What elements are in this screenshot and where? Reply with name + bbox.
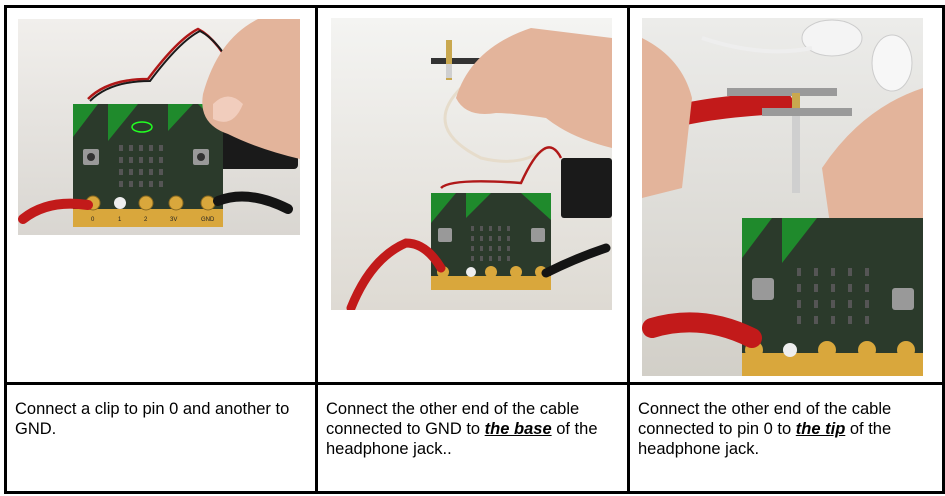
step-2-photo-cell [315,5,630,385]
microbit-board: 0 1 2 3V GND [73,104,223,227]
step-2-caption-cell: Connect the other end of the cable conne… [315,382,630,494]
pin-1-label: 1 [118,217,122,223]
microbit-with-two-clips-photo: 0 1 2 3V GND [18,19,300,235]
step-1-photo-cell: 0 1 2 3V GND [4,5,318,385]
headphone-jack-base-clip-photo [331,18,612,310]
pin-2-label: 2 [144,217,148,223]
microbit-board [742,218,923,376]
step-2-emphasis: the base [484,420,552,438]
headphone-jack-tip-clip-photo [642,18,923,376]
step-3-emphasis: the tip [795,420,846,438]
pin-3v-label: 3V [170,217,177,223]
step-2-caption: Connect the other end of the cable conne… [326,400,598,458]
step-3-caption: Connect the other end of the cable conne… [638,400,892,458]
step-3-caption-cell: Connect the other end of the cable conne… [627,382,945,494]
pin-0-label: 0 [91,217,95,223]
pin-gnd-label: GND [201,217,215,223]
step-3-photo-cell [627,5,945,385]
microbit-board [431,193,551,290]
step-1-caption: Connect a clip to pin 0 and another to G… [15,400,290,438]
step-1-caption-cell: Connect a clip to pin 0 and another to G… [4,382,318,494]
steps-table: 0 1 2 3V GND [4,5,945,494]
